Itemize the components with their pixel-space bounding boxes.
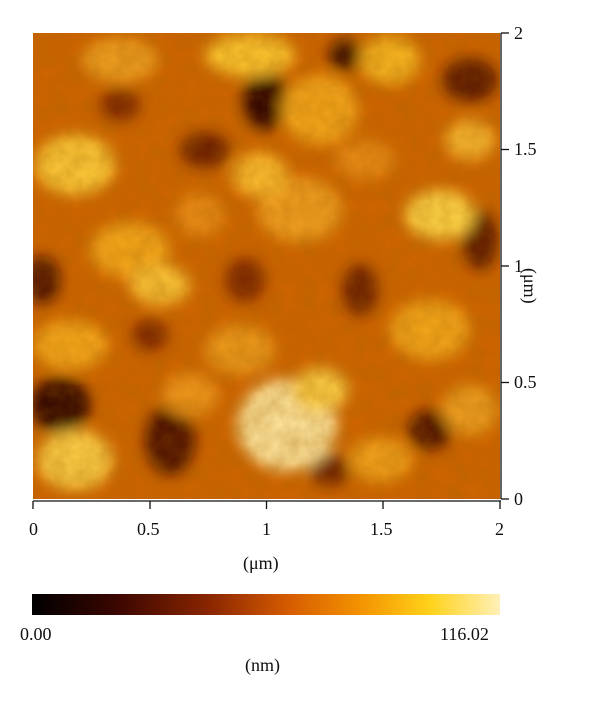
y-tick-label: 1.5 xyxy=(514,139,537,159)
x-tick-label: 0 xyxy=(29,519,38,539)
colorbar-unit-label: (nm) xyxy=(245,655,280,675)
colorbar-min-label: 0.00 xyxy=(20,624,52,644)
x-axis-label: (μm) xyxy=(243,553,279,573)
x-tick-label: 2 xyxy=(495,519,504,539)
y-axis-label: (μm) xyxy=(520,268,540,304)
y-tick-label: 2 xyxy=(514,23,523,43)
x-tick-label: 1 xyxy=(262,519,271,539)
y-tick-label: 0.5 xyxy=(514,372,537,392)
x-tick-label: 0.5 xyxy=(137,519,160,539)
x-axis xyxy=(32,500,501,509)
afm-topography-image xyxy=(33,33,500,499)
y-axis xyxy=(500,32,509,500)
y-tick-label: 0 xyxy=(514,489,523,509)
y-tick-label: 1 xyxy=(514,256,523,276)
colorbar xyxy=(32,594,500,615)
colorbar-max-label: 116.02 xyxy=(440,624,489,644)
x-tick-label: 1.5 xyxy=(370,519,393,539)
